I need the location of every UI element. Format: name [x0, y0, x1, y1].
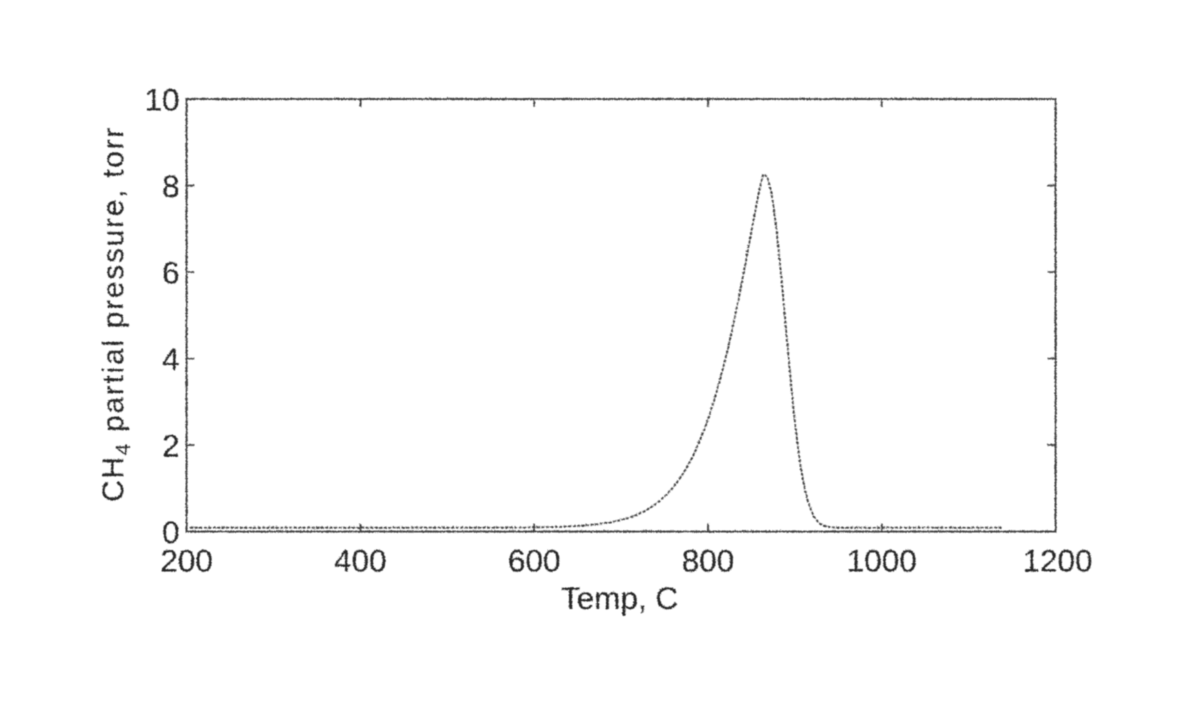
svg-text:8: 8 [161, 167, 179, 203]
svg-text:600: 600 [507, 542, 560, 578]
svg-text:200: 200 [160, 542, 213, 578]
svg-text:800: 800 [681, 542, 734, 578]
svg-text:1000: 1000 [846, 542, 916, 578]
svg-text:Temp, C: Temp, C [560, 580, 677, 616]
svg-text:2: 2 [161, 427, 179, 463]
svg-text:10: 10 [144, 81, 179, 117]
svg-text:400: 400 [334, 542, 387, 578]
svg-text:4: 4 [161, 340, 179, 376]
svg-text:CH4 partial pressure, torr: CH4 partial pressure, torr [97, 126, 135, 502]
svg-text:6: 6 [161, 254, 179, 290]
svg-text:1200: 1200 [1022, 542, 1092, 578]
svg-text:0: 0 [161, 513, 179, 549]
